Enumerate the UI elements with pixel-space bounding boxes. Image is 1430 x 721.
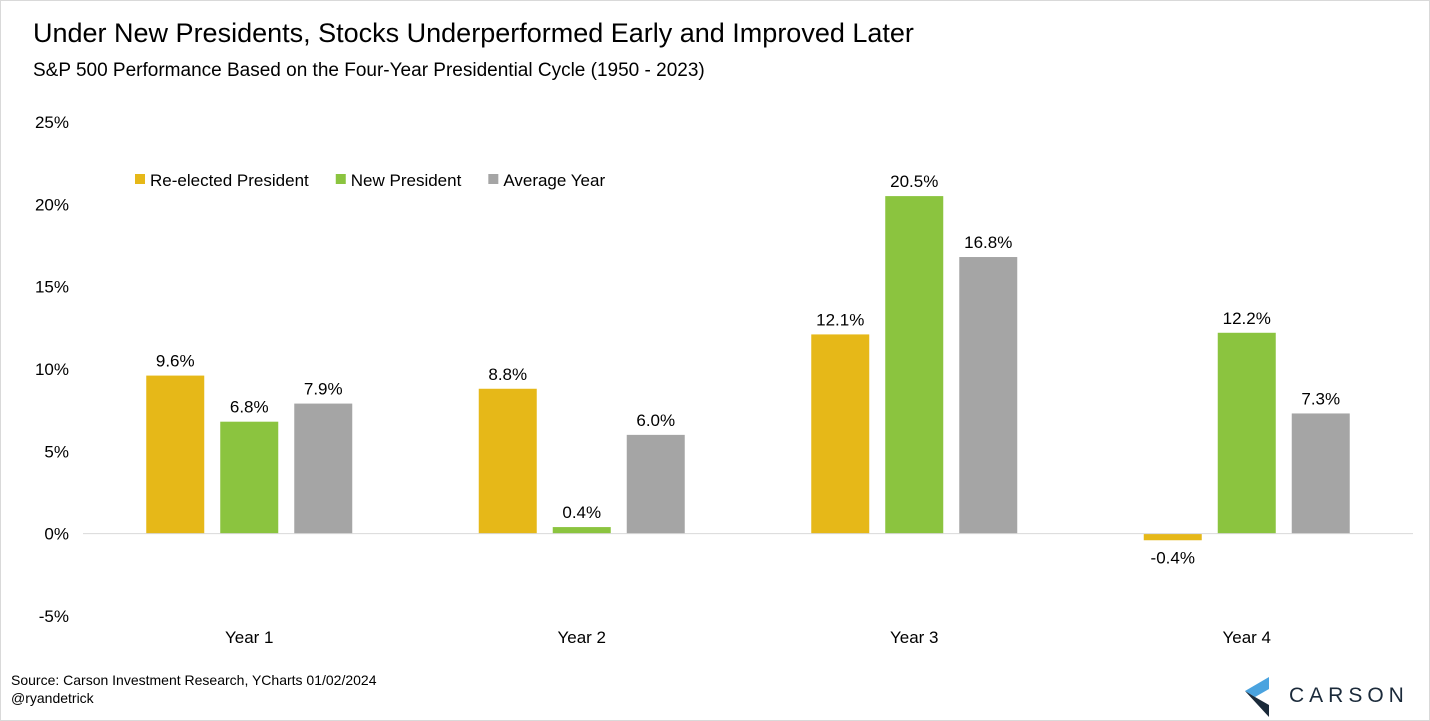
carson-logo: CARSON [1243,675,1413,717]
data-label: 20.5% [890,172,938,191]
data-label: 16.8% [964,233,1012,252]
data-label: 12.1% [816,310,864,329]
author-handle: @ryandetrick [11,690,94,706]
data-label: 12.2% [1223,309,1271,328]
legend-entry: Average Year [503,171,605,190]
bar [959,257,1018,534]
carson-chevron-icon [1245,677,1269,717]
y-tick-label: -5% [39,607,69,626]
x-category-label: Year 3 [890,628,939,647]
bar [220,421,279,534]
bar [1217,332,1276,534]
chart-title: Under New Presidents, Stocks Underperfor… [33,18,914,48]
data-label: 8.8% [488,365,527,384]
data-label: 6.0% [636,411,675,430]
legend-swatch [488,174,499,184]
bar [294,403,353,534]
bar [885,196,944,534]
chart-subtitle: S&P 500 Performance Based on the Four-Ye… [33,60,705,81]
y-tick-label: 25% [35,113,69,132]
bar [478,388,537,534]
legend-swatch [335,174,346,184]
bar [626,434,685,534]
data-label: 7.9% [304,380,343,399]
bar [1143,533,1202,541]
data-label: 0.4% [562,503,601,522]
legend-entry: Re-elected President [150,171,309,190]
bar [552,527,611,534]
data-label: 6.8% [230,398,269,417]
y-tick-label: 10% [35,360,69,379]
carson-logo-text: CARSON [1289,684,1409,707]
y-tick-label: 15% [35,278,69,297]
footer: Source: Carson Investment Research, YCha… [11,671,377,707]
x-category-label: Year 1 [225,628,274,647]
x-category-label: Year 4 [1222,628,1271,647]
source-note: Source: Carson Investment Research, YCha… [11,672,377,688]
legend-swatch [135,174,145,184]
x-category-label: Year 2 [557,628,606,647]
y-tick-label: 5% [44,442,69,461]
data-label: 9.6% [156,352,195,371]
y-tick-label: 0% [44,525,69,544]
bar [811,334,870,534]
data-label: 7.3% [1301,389,1340,408]
bar [146,375,205,534]
y-tick-label: 20% [35,195,69,214]
bar [1291,413,1350,534]
data-label: -0.4% [1151,548,1195,567]
legend-entry: New President [351,171,462,190]
